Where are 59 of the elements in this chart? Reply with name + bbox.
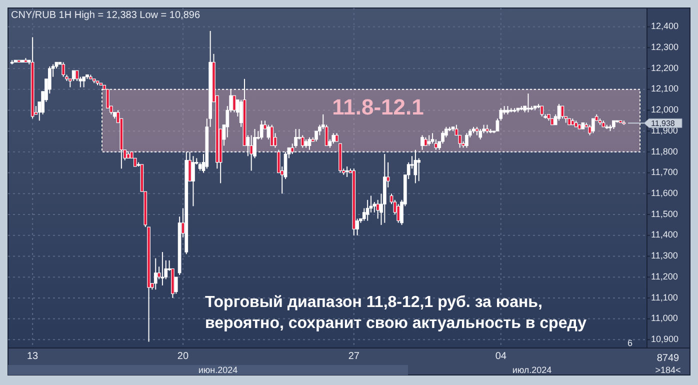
y-tick-label: 11,100 [651, 292, 678, 302]
candlestick [376, 199, 380, 220]
candlestick [557, 103, 561, 122]
y-tick-label: 11,300 [651, 250, 678, 261]
y-tick-label: 12,300 [651, 42, 679, 52]
y-tick-label: 11,500 [651, 208, 678, 219]
candlestick [478, 128, 482, 140]
candlestick [308, 136, 312, 150]
ref-line-label: 11,938 [651, 118, 676, 128]
y-tick-label: 11,600 [651, 188, 678, 198]
candlestick [560, 106, 564, 120]
candlestick [345, 166, 349, 178]
candlestick [427, 134, 431, 146]
candlestick [82, 76, 86, 88]
band-label: 11.8-12.1 [332, 94, 424, 120]
x-tick-label: 04 [495, 351, 507, 362]
y-tick-label: 12,400 [651, 21, 679, 32]
candlestick [540, 106, 544, 117]
text: >184< [655, 365, 681, 375]
candlestick [465, 132, 468, 148]
y-tick-label: 11,200 [651, 271, 678, 282]
candlestick [270, 124, 274, 146]
x-tick-label: 27 [348, 351, 360, 362]
y-tick-label: 12,100 [651, 84, 679, 94]
annotation: Торговый диапазон 11,8-12,1 руб. за юань, вероятно, сохранит свою актуальность в среду [205, 294, 587, 332]
y-tick-label: 11,700 [651, 167, 678, 178]
y-tick-label: 10,900 [651, 334, 679, 344]
candlestick [160, 252, 164, 286]
candlestick [154, 258, 158, 290]
text: 8749 [656, 353, 680, 364]
candlestick [332, 132, 336, 144]
candlestick [366, 199, 370, 222]
text: июн.2024 [198, 365, 238, 375]
x-tick-label: 20 [177, 351, 189, 362]
y-tick-label: 11,400 [651, 230, 678, 240]
candlestick [526, 93, 530, 113]
candlestick [499, 108, 503, 122]
y-tick-label: 12,000 [651, 104, 679, 115]
candlestick [592, 118, 595, 134]
candlestick [192, 156, 195, 207]
chart-title: CNY/RUB 1H High = 12,383 Low = 10,896 [11, 10, 200, 21]
candlestick [62, 62, 65, 78]
candlestick [420, 134, 424, 150]
text: июл.2024 [512, 365, 552, 375]
candlestick [250, 134, 254, 172]
candlestick [260, 120, 264, 140]
candlestick [441, 130, 444, 144]
candlestick [72, 70, 76, 82]
candlestick [396, 204, 400, 224]
y-tick-label: 11,800 [651, 146, 678, 156]
candlestick [434, 138, 438, 150]
candlestick [106, 89, 110, 108]
candlestick [414, 149, 418, 184]
x-tick-label: 13 [27, 351, 39, 362]
candlestick [417, 158, 421, 182]
text: 6 [627, 338, 633, 348]
y-tick-label: 11,000 [651, 313, 678, 324]
candlestick [232, 95, 236, 113]
y-tick-label: 12,200 [651, 62, 679, 73]
